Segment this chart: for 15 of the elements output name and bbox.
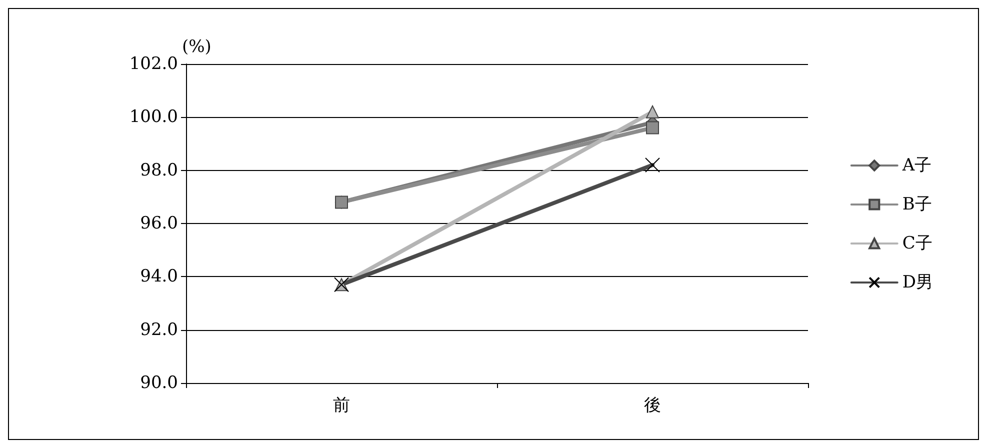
- y-tick-label: 90.0: [140, 373, 178, 393]
- legend-label: D男: [902, 272, 934, 292]
- y-tick-label: 102.0: [129, 54, 178, 74]
- x-tick-label: 後: [644, 396, 661, 416]
- y-tick-label: 98.0: [140, 160, 178, 180]
- legend-label: C子: [902, 234, 932, 254]
- y-axis-title: (%): [182, 37, 212, 58]
- y-tick-label: 94.0: [140, 266, 178, 287]
- point: [646, 121, 659, 134]
- legend-label: B子: [902, 194, 932, 214]
- legend-label: A子: [901, 156, 932, 176]
- y-tick-label: 100.0: [129, 107, 178, 128]
- y-tick-label: 92.0: [140, 320, 178, 340]
- x-tick-label: 前: [333, 396, 350, 416]
- y-tick-label: 96.0: [140, 214, 178, 234]
